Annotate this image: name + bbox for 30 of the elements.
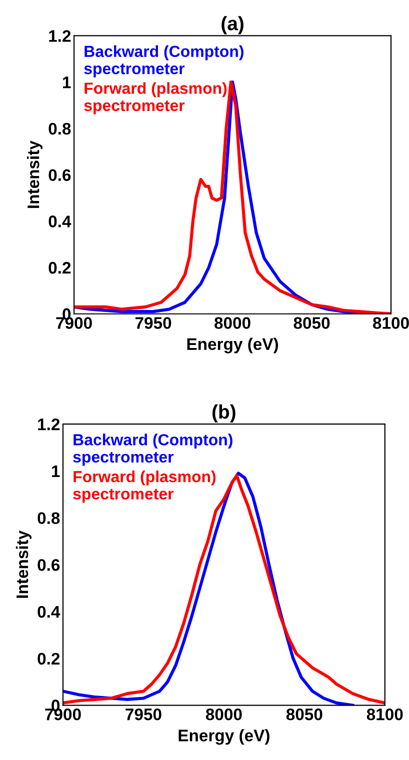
y-axis-title: Intensity	[16, 530, 32, 598]
y-tick-label: 0.8	[48, 122, 71, 135]
y-tick-label: 1.2	[38, 418, 60, 430]
y-tick-label: 1	[63, 76, 71, 88]
y-tick-label: 0.2	[48, 262, 71, 274]
x-tick-label: 8100	[366, 708, 403, 720]
x-axis-title: Energy (eV)	[178, 729, 270, 745]
series-label: Forward (plasmon) spectrometer	[73, 470, 216, 503]
y-tick-label: 1.2	[49, 30, 71, 42]
chart-title: (a)	[222, 16, 244, 34]
y-tick-label: 1	[52, 466, 60, 477]
y-tick-label: 0.4	[48, 216, 72, 228]
x-tick-label: 8050	[286, 708, 322, 720]
y-tick-label: 0.2	[38, 652, 60, 665]
x-tick-label: 8100	[372, 317, 409, 329]
chart-title: (b)	[212, 404, 236, 423]
series-label: Forward (plasmon) spectrometer	[84, 82, 227, 114]
x-axis-title: Energy (eV)	[187, 338, 278, 354]
y-tick-label: 0.6	[38, 559, 60, 571]
x-tick-label: 8050	[294, 317, 330, 329]
y-tick-label: 0.4	[38, 606, 60, 618]
y-tick-label: 0.6	[48, 169, 71, 182]
x-tick-label: 8000	[214, 317, 250, 329]
y-axis-title: Intensity	[26, 140, 43, 208]
x-tick-label: 7950	[126, 708, 162, 720]
series-label: Backward (Compton) spectrometer	[84, 45, 244, 78]
x-tick-label: 8000	[206, 708, 242, 720]
x-tick-label: 7950	[135, 317, 172, 329]
series-label: Backward (Compton) spectrometer	[73, 434, 232, 466]
y-tick-label: 0.8	[38, 512, 60, 524]
